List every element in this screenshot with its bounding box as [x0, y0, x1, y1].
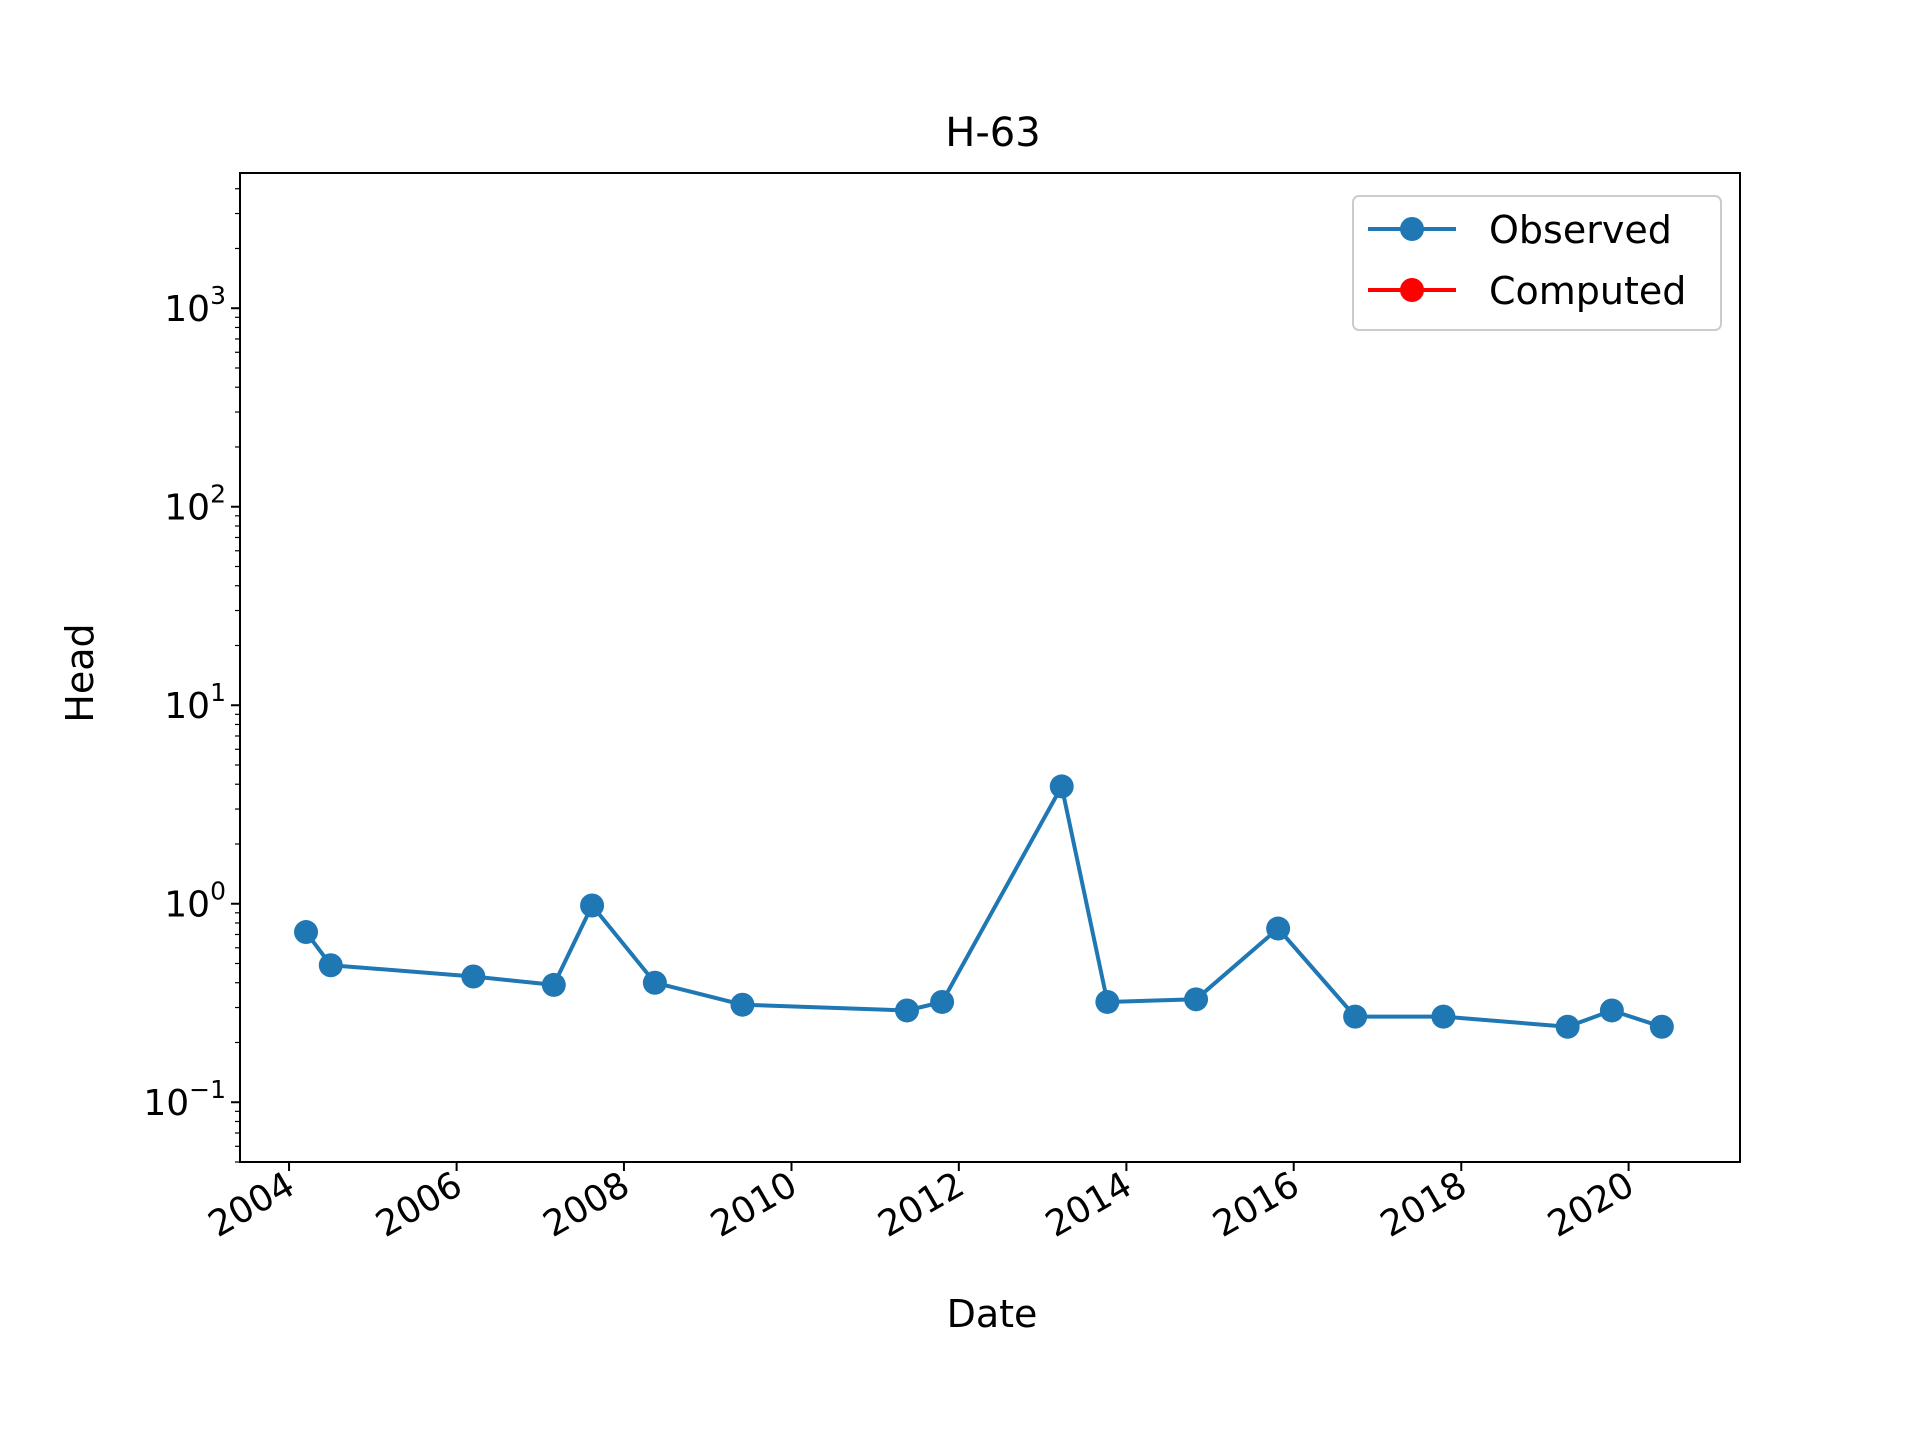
y-tick-label: 101 [164, 678, 226, 727]
y-minor-ticks [235, 188, 240, 1163]
x-axis-label: Date [947, 1292, 1038, 1336]
data-point-observed [1431, 1004, 1456, 1029]
data-point-observed [1095, 989, 1120, 1014]
data-point-observed [895, 998, 920, 1023]
y-tick-label: 10−1 [143, 1075, 226, 1124]
y-tick-exponent: 0 [210, 877, 226, 906]
y-tick-exponent: 2 [210, 480, 226, 509]
x-tick-label: 2014 [1039, 1164, 1139, 1245]
data-point-observed [1649, 1014, 1674, 1039]
data-point-observed [642, 970, 667, 995]
x-tick-label: 2004 [202, 1164, 302, 1245]
legend-marker-computed [1400, 278, 1424, 302]
x-tick-label: 2006 [369, 1164, 469, 1245]
x-axis-ticks: 2004 2006 2008 2010 2012 2014 2016 2018 2020 [202, 1162, 1641, 1246]
data-point-observed [461, 964, 486, 989]
y-tick-label: 103 [164, 281, 226, 330]
x-tick-label: 2016 [1206, 1164, 1306, 1245]
data-point-observed [1049, 774, 1074, 799]
y-tick-label: 100 [164, 877, 226, 926]
data-point-observed [1555, 1014, 1580, 1039]
data-point-observed [318, 953, 343, 978]
chart-title: H-63 [945, 110, 1040, 156]
data-point-observed [1266, 916, 1291, 941]
x-tick-label: 2012 [871, 1164, 971, 1245]
series-layer [294, 774, 1674, 1039]
data-point-observed [1599, 998, 1624, 1023]
data-point-observed [930, 989, 955, 1014]
y-tick-exponent: 1 [210, 678, 226, 707]
y-tick-exponent: 3 [210, 281, 226, 310]
legend-label-observed: Observed [1489, 208, 1672, 252]
data-point-observed [1343, 1004, 1368, 1029]
x-tick-label: 2008 [537, 1164, 637, 1245]
y-tick-base: 10 [164, 289, 210, 330]
legend-marker-observed [1400, 217, 1424, 241]
y-tick-base: 10 [164, 885, 210, 926]
data-point-observed [730, 992, 755, 1017]
y-tick-exponent: −1 [189, 1075, 226, 1104]
plot-area [239, 172, 1741, 1163]
series-line-observed [304, 784, 1663, 1029]
data-point-observed [294, 920, 319, 945]
y-tick-base: 10 [164, 488, 210, 529]
x-tick-label: 2010 [704, 1164, 804, 1245]
data-point-observed [1184, 987, 1209, 1012]
legend: Observed Computed [1352, 195, 1722, 331]
x-tick-label: 2020 [1541, 1164, 1641, 1245]
y-axis-label: Head [58, 623, 102, 722]
data-point-observed [580, 893, 605, 918]
x-tick-label: 2018 [1374, 1164, 1474, 1245]
y-tick-base: 10 [143, 1083, 189, 1124]
y-tick-label: 102 [164, 480, 226, 529]
legend-label-computed: Computed [1489, 269, 1686, 313]
data-point-observed [541, 972, 566, 997]
y-tick-base: 10 [164, 686, 210, 727]
